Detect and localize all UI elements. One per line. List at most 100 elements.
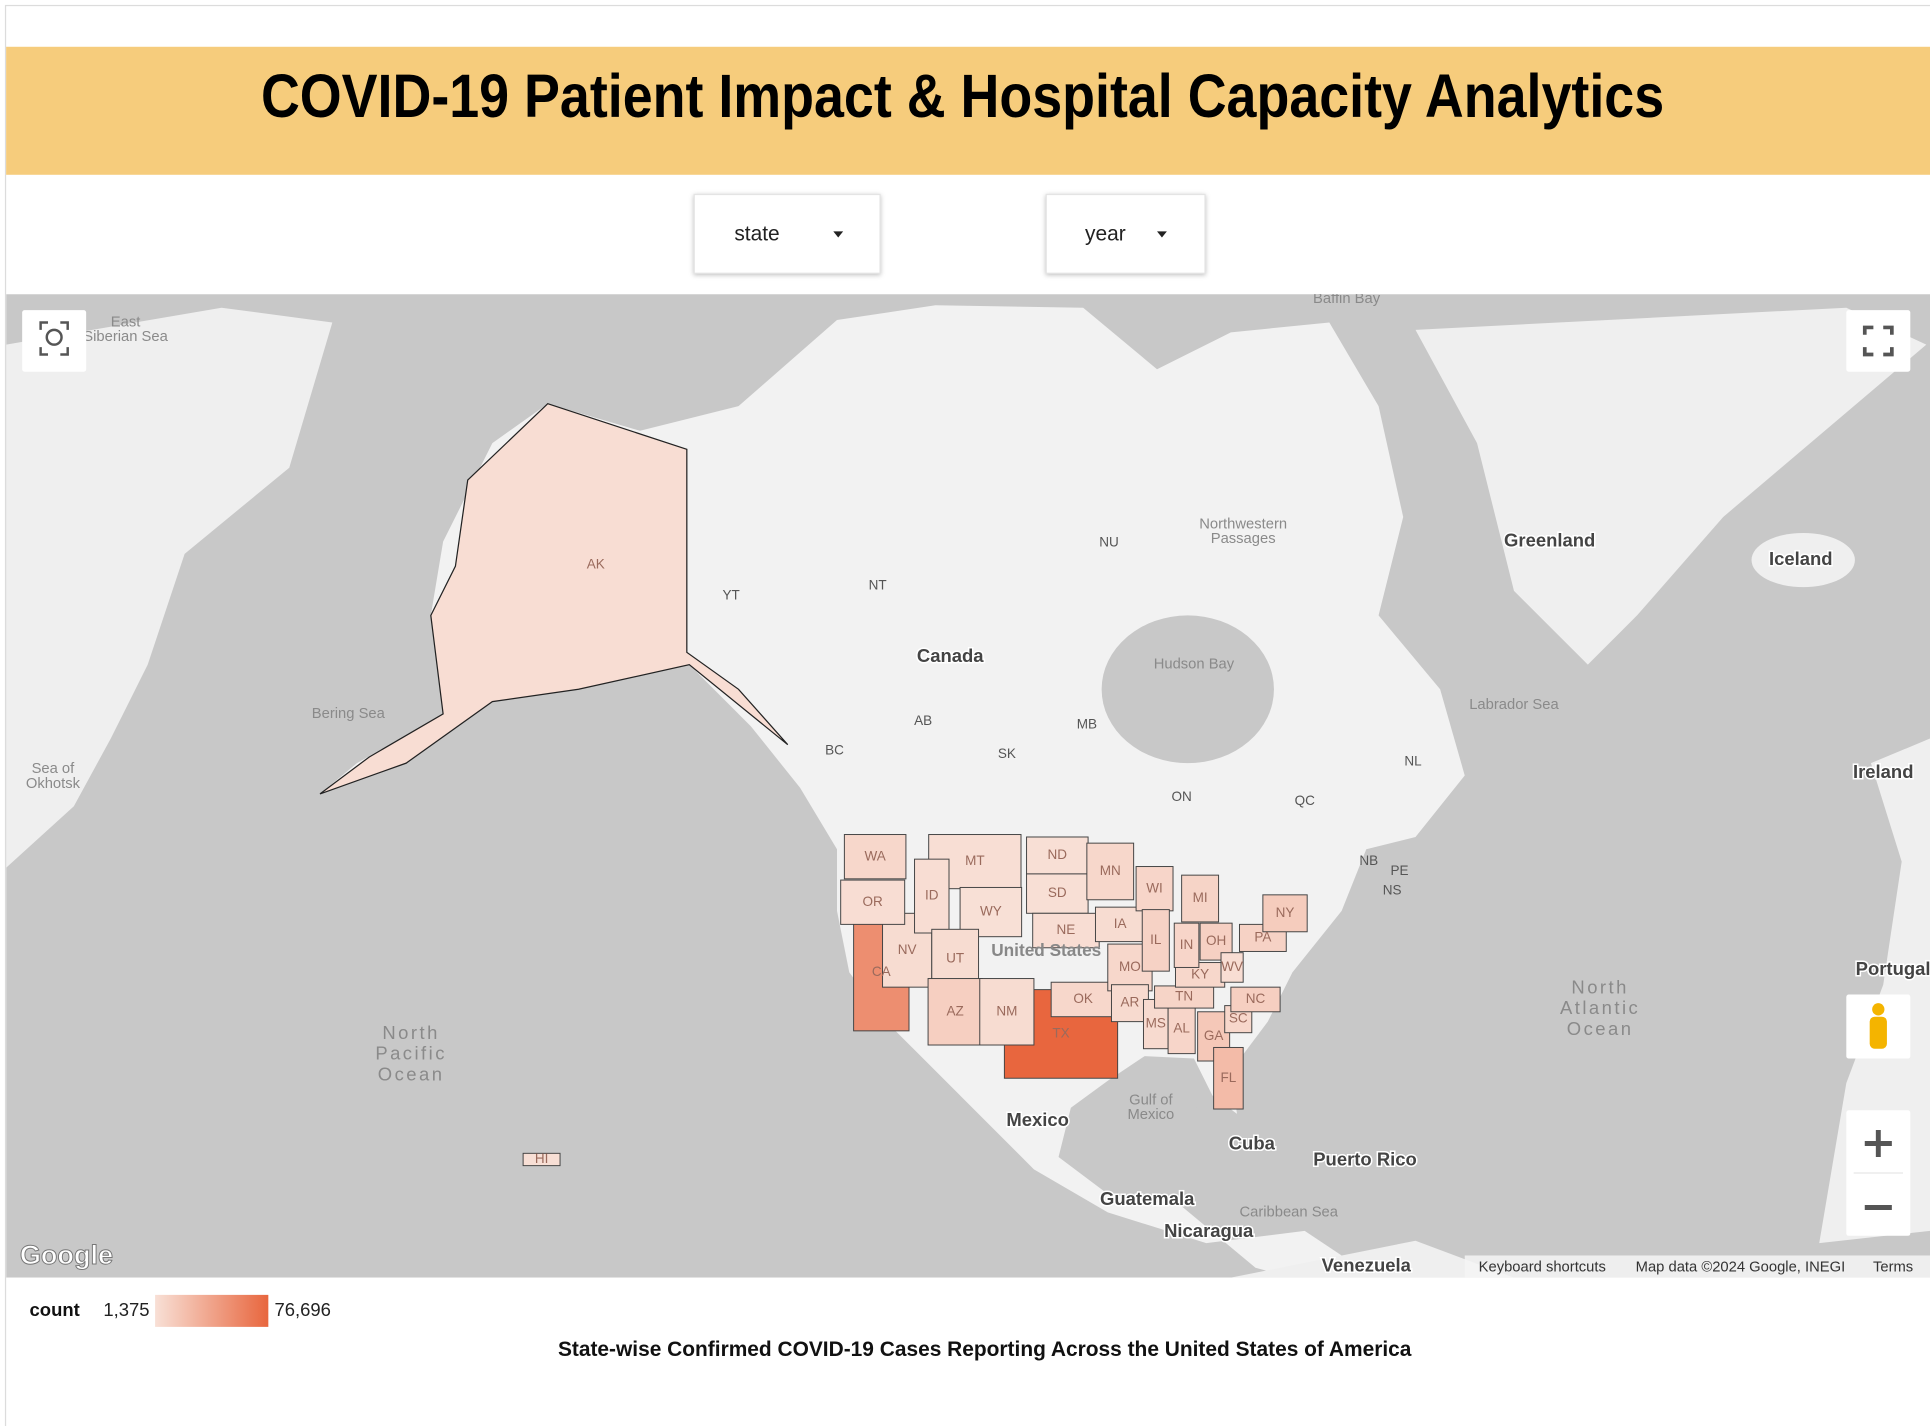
gulf	[1070, 1089, 1207, 1164]
place-label: NL	[1404, 753, 1422, 768]
place-label: Caribbean Sea	[1239, 1204, 1338, 1220]
dropdown-label[interactable]: year	[1085, 223, 1126, 246]
legend-min: 1,375	[103, 1299, 149, 1320]
state-label: MO	[1119, 959, 1141, 974]
land	[1415, 307, 1927, 665]
pegman-icon[interactable]	[1869, 1016, 1887, 1049]
state-shape	[1230, 986, 1281, 1013]
state-label: AZ	[947, 1003, 964, 1018]
attribution-link[interactable]: Terms	[1873, 1260, 1913, 1276]
place-label: BC	[825, 742, 844, 757]
place-label: Ireland	[1853, 761, 1914, 782]
dropdown-box[interactable]	[693, 193, 881, 274]
state-label: MT	[965, 853, 985, 868]
place-label: Cuba	[1229, 1133, 1276, 1154]
dropdown-arrow[interactable]	[1157, 231, 1167, 238]
state-label: OK	[1073, 991, 1093, 1006]
state-label: NC	[1246, 991, 1266, 1006]
year-filter[interactable]: year	[1045, 193, 1206, 274]
place-label: Okhotsk	[26, 776, 81, 792]
dropdown-label[interactable]: state	[734, 223, 779, 246]
place-label: Greenland	[1504, 529, 1595, 550]
locate-button[interactable]	[22, 310, 87, 372]
place-label: Bering Sea	[312, 706, 386, 722]
place-label: Passages	[1211, 531, 1276, 547]
state-shape	[959, 886, 1023, 938]
place-label: NT	[869, 577, 887, 592]
pin-icon[interactable]	[45, 328, 63, 346]
attribution-link[interactable]: Keyboard shortcuts	[1479, 1260, 1606, 1276]
header-title: COVID-19 Patient Impact & Hospital Capac…	[261, 62, 1664, 131]
place-label: Labrador Sea	[1469, 697, 1559, 713]
dropdown-box[interactable]	[1045, 193, 1206, 274]
land	[1230, 1240, 1514, 1278]
attribution-bar	[1464, 1255, 1930, 1278]
state-shape	[914, 858, 950, 934]
state-shape	[1141, 909, 1170, 972]
place-label: Guatemala	[1100, 1188, 1195, 1209]
state-label: IA	[1114, 916, 1127, 931]
place-label: North	[382, 1022, 439, 1043]
state-shape	[843, 834, 907, 880]
map-button[interactable]	[22, 310, 87, 372]
state-label: NM	[996, 1003, 1017, 1018]
state-label: OH	[1206, 933, 1226, 948]
place-label: Ocean	[378, 1064, 445, 1085]
state-shape	[1220, 952, 1244, 983]
state-label: WA	[865, 848, 886, 863]
state-filter[interactable]: state	[693, 193, 881, 274]
place-label: Hudson Bay	[1154, 657, 1235, 673]
state-label: KY	[1191, 966, 1209, 981]
place-label: East	[111, 314, 141, 330]
dropdown-arrow[interactable]	[833, 231, 844, 238]
state-layer: AK TX CA MT NV ID WY UT AZ NM WA OR ND SD NE OK MN IA MO AR…	[319, 403, 1308, 1167]
legend-title: count	[30, 1299, 80, 1320]
place-label: Nicaragua	[1164, 1220, 1254, 1241]
state-shape	[927, 978, 983, 1046]
state-label: FL	[1221, 1070, 1237, 1085]
state-label: PA	[1254, 930, 1271, 945]
map[interactable]: AK TX CA MT NV ID WY UT AZ NM WA OR ND SD NE OK MN IA MO AR…	[6, 291, 1930, 1278]
place-label: Northwestern	[1199, 516, 1287, 532]
state-label: NY	[1276, 905, 1295, 920]
pegman-button[interactable]	[1846, 994, 1911, 1059]
state-shape	[1213, 1046, 1244, 1110]
state-label: SC	[1229, 1011, 1248, 1026]
state-shape	[319, 403, 789, 795]
state-shape	[1173, 922, 1200, 968]
state-shape	[1181, 874, 1220, 923]
state-label: ND	[1048, 847, 1068, 862]
state-label: AR	[1121, 995, 1140, 1010]
place-label: MB	[1077, 717, 1097, 732]
pegman-icon[interactable]	[1872, 1003, 1885, 1016]
fullscreen-button[interactable]	[1846, 310, 1911, 372]
zoom-control[interactable]	[1846, 1110, 1911, 1236]
place-label: AB	[914, 713, 932, 728]
state-label: HI	[535, 1151, 549, 1166]
fullscreen-icon[interactable]	[1862, 325, 1894, 357]
zoom-in-icon[interactable]	[1864, 1129, 1892, 1158]
header-band	[6, 46, 1930, 175]
land	[6, 307, 333, 868]
state-shape	[1094, 906, 1146, 943]
place-label: United States	[991, 940, 1101, 960]
land	[1751, 532, 1855, 588]
state-shape	[1026, 836, 1089, 875]
state-shape	[979, 978, 1035, 1046]
map-button[interactable]	[1846, 310, 1911, 372]
state-label: MS	[1146, 1016, 1166, 1031]
state-label: UT	[946, 950, 964, 965]
frame-icon[interactable]	[39, 321, 69, 356]
state-label: WV	[1221, 959, 1243, 974]
state-label: AL	[1173, 1021, 1190, 1036]
state-label: WI	[1146, 880, 1163, 895]
place-label: NS	[1383, 883, 1402, 898]
place-label: Sea of	[32, 761, 76, 777]
place-label: ON	[1171, 789, 1191, 804]
state-shape	[522, 1152, 561, 1167]
legend-gradient	[155, 1294, 269, 1327]
state-label: WY	[980, 904, 1002, 919]
